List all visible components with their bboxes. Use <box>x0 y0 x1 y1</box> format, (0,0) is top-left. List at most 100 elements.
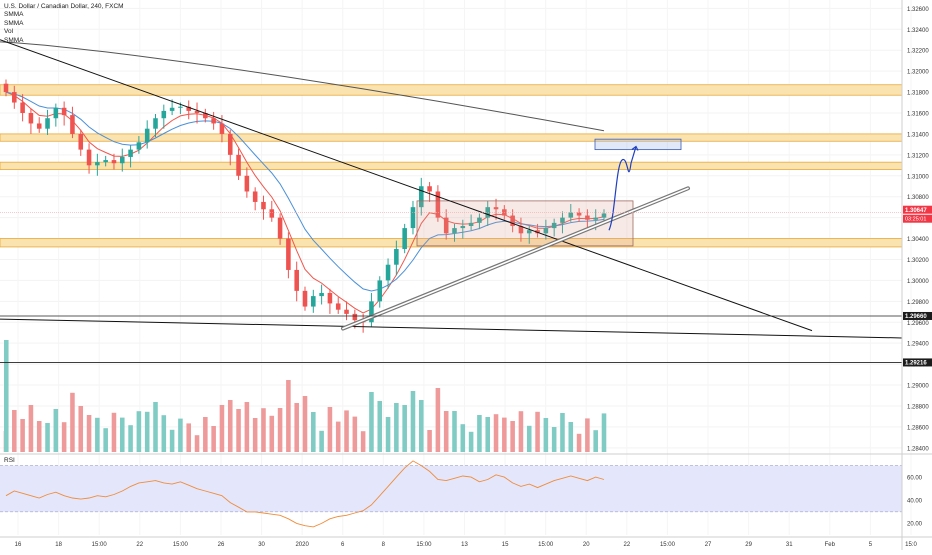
volume-bar <box>203 417 208 452</box>
candle-body <box>477 217 482 223</box>
volume-bar <box>4 340 9 452</box>
candle-body <box>12 92 17 103</box>
rsi-line <box>5 460 605 528</box>
volume-bar <box>319 430 324 452</box>
candle-body <box>302 290 308 307</box>
rsi-band <box>0 465 902 512</box>
time-tick-label: 20 <box>583 542 590 548</box>
candle-body <box>20 102 25 113</box>
candle-body <box>261 201 266 210</box>
candle-body <box>352 313 358 321</box>
price-tick-label: 1.31200 <box>907 153 929 159</box>
smma-mid-line <box>5 91 605 292</box>
candle-body <box>510 215 515 226</box>
volume-bar <box>211 426 216 452</box>
price-tick-label: 1.28800 <box>907 404 929 410</box>
rsi-tick-label: 60.00 <box>907 475 923 481</box>
volume-bar <box>70 392 75 452</box>
candle-body <box>593 217 598 220</box>
time-axis[interactable]: 16 18 15:00 22 15:00 26 30 2020 6 8 15:00 13 15 15:00… <box>0 536 932 548</box>
candle-body <box>286 238 291 270</box>
volume-bar <box>394 403 399 452</box>
resistance-zone <box>0 161 903 170</box>
volume-bar <box>485 417 491 452</box>
volume-bar <box>53 409 59 452</box>
candle-body <box>211 118 216 124</box>
price-tick-label: 1.28600 <box>907 425 929 431</box>
candle-body <box>70 115 75 134</box>
candle-body <box>443 217 449 234</box>
volume-bar <box>277 408 283 452</box>
volume-bar <box>261 408 266 452</box>
time-tick-label: 5 <box>869 542 873 548</box>
rsi-title: RSI <box>4 457 15 464</box>
candle-body <box>568 212 574 218</box>
candle-body <box>45 118 50 129</box>
volume-bar <box>460 424 466 452</box>
volume-bar <box>518 411 524 452</box>
candle-body <box>3 83 9 93</box>
volume-bar <box>335 421 341 452</box>
candle-body <box>385 264 391 281</box>
volume-bar <box>585 418 590 452</box>
candle-body <box>128 149 133 157</box>
trend-drawings[interactable] <box>0 39 903 363</box>
time-tick-label: 15:0 <box>905 542 917 548</box>
volume-bar <box>153 402 158 452</box>
price-tick-label: 1.29800 <box>907 300 929 306</box>
candle-body <box>294 269 299 291</box>
time-tick-label: 15:00 <box>173 542 189 548</box>
candle-body <box>203 113 208 119</box>
price-axis[interactable]: 1.32600 1.32400 1.32200 1.32000 1.31800 1.316… <box>901 0 932 550</box>
volume-bar <box>452 411 457 452</box>
time-tick-label: 15 <box>502 542 509 548</box>
projection-arrowhead <box>631 145 639 151</box>
volume-bar <box>86 415 92 452</box>
rsi-panel: 60.00 40.00 20.00 <box>0 453 932 528</box>
time-tick-label: 18 <box>55 542 62 548</box>
volume-bar <box>227 400 233 452</box>
price-tick-label: 1.30800 <box>907 195 929 201</box>
price-tick-label: 1.29400 <box>907 342 929 348</box>
resistance-zone <box>0 84 903 96</box>
volume-bar <box>568 422 574 452</box>
candle-body <box>369 301 374 323</box>
candle-body <box>36 123 42 129</box>
candle-body <box>169 107 175 111</box>
candle-body <box>551 222 557 229</box>
volume-bar <box>169 429 175 452</box>
level-lower-tag: 1.29216 <box>905 361 927 367</box>
price-tick-label: 1.31600 <box>907 112 929 118</box>
indicator-smma-2: SMMA <box>4 19 24 27</box>
volume-bar <box>103 428 108 452</box>
time-tick-label: 31 <box>786 542 793 548</box>
volume-bar <box>327 407 333 452</box>
candle-body <box>460 226 466 229</box>
candle-body <box>402 228 407 250</box>
volume-bar <box>294 403 299 452</box>
candle-body <box>227 133 233 155</box>
candle-body <box>219 123 225 134</box>
candle-body <box>560 217 565 223</box>
volume-bar <box>194 435 200 452</box>
volume-bar <box>311 412 316 452</box>
time-tick-label: 13 <box>461 542 468 548</box>
volume-bar <box>468 431 474 452</box>
volume-bar <box>119 417 125 452</box>
candle-body <box>418 186 424 208</box>
last-price-tag-bg <box>903 205 932 214</box>
price-tick-label: 1.30200 <box>907 258 929 264</box>
candle-body <box>526 230 532 234</box>
volume-bar <box>526 425 532 452</box>
ascending-channel-line-inner <box>342 187 689 330</box>
candle-body <box>410 207 416 229</box>
symbol-title: U.S. Dollar / Canadian Dollar, 240, FXCM <box>4 3 124 10</box>
volume-bar <box>186 423 192 452</box>
volume-bar <box>502 417 507 452</box>
volume-bar <box>352 416 358 452</box>
time-tick-label: 15:00 <box>538 542 554 548</box>
indicator-smma-1: SMMA <box>4 11 24 19</box>
rsi-tick-label: 40.00 <box>907 498 923 504</box>
candle-body <box>111 160 117 164</box>
